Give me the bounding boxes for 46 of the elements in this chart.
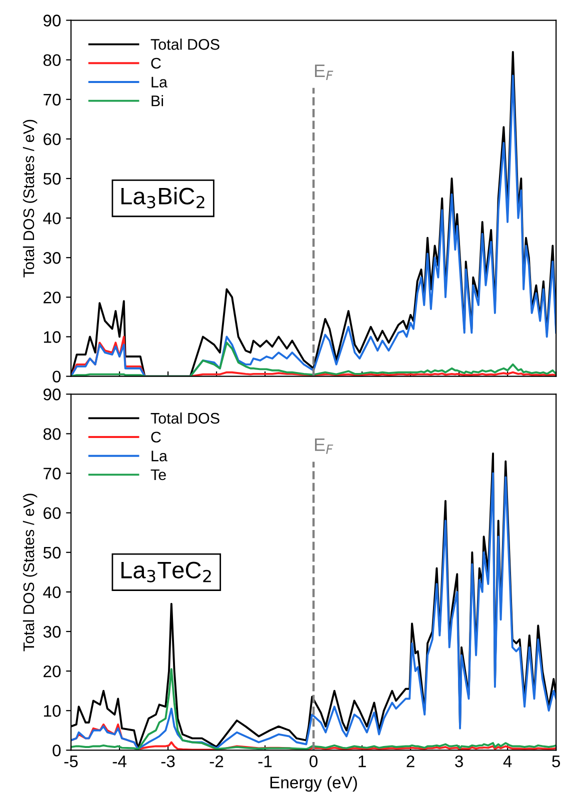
y-tick-label: 80: [43, 428, 61, 440]
x-tick-label: 2: [406, 755, 414, 768]
x-tick-label: -4: [112, 756, 126, 768]
legend-label: C: [151, 432, 161, 443]
y-tick-label: 0: [52, 744, 61, 756]
y-tick-label: 90: [44, 14, 61, 26]
x-tick-label: 4: [503, 756, 512, 768]
legend-label: Bi: [152, 95, 163, 106]
legend-label: Total DOS: [150, 38, 220, 50]
x-tick-label: -3: [161, 755, 175, 768]
y-tick-label: 0: [52, 370, 61, 383]
y-tick-label: 20: [44, 292, 61, 304]
y-tick-label: 80: [43, 54, 61, 66]
y-tick-label: 50: [43, 546, 61, 559]
y-axis-title: Total DOS (States / eV): [22, 120, 38, 278]
y-tick-label: 30: [43, 252, 61, 264]
annotation: La$_{3}$BiC$_{2}$: [121, 187, 204, 208]
ref-line-label: E$_{F}$: [315, 438, 334, 454]
y-tick-label: 50: [43, 172, 61, 185]
y-tick-label: 60: [44, 133, 61, 146]
y-tick-label: 20: [44, 665, 61, 678]
y-tick-label: 40: [43, 212, 61, 224]
y-tick-label: 10: [44, 331, 61, 343]
x-tick-label: 1: [358, 756, 366, 768]
legend-label: Total DOS: [150, 412, 220, 424]
ref-line-label: E$_{F}$: [315, 64, 334, 80]
x-tick-label: -1: [258, 756, 272, 768]
x-tick-label: -2: [210, 755, 224, 768]
y-tick-label: 30: [43, 626, 61, 638]
y-tick-label: 90: [44, 388, 61, 400]
annotation: La$_{3}$TeC$_{2}$: [121, 562, 211, 582]
x-tick-label: -5: [64, 756, 78, 768]
y-tick-label: 40: [43, 586, 61, 598]
y-axis-title: Total DOS (States / eV): [22, 494, 38, 652]
y-tick-label: 10: [44, 705, 61, 717]
legend-label: La: [152, 76, 168, 88]
x-axis-title: Energy (eV): [270, 776, 357, 792]
y-tick-label: 70: [44, 94, 61, 106]
y-tick-label: 60: [44, 507, 61, 520]
legend-label: Te: [150, 470, 166, 480]
x-tick-label: 3: [455, 755, 463, 768]
x-tick-label: 0: [310, 755, 318, 768]
legend-label: La: [152, 450, 168, 462]
legend-label: C: [151, 58, 161, 69]
x-tick-label: 5: [552, 756, 560, 768]
y-tick-label: 70: [44, 468, 61, 480]
